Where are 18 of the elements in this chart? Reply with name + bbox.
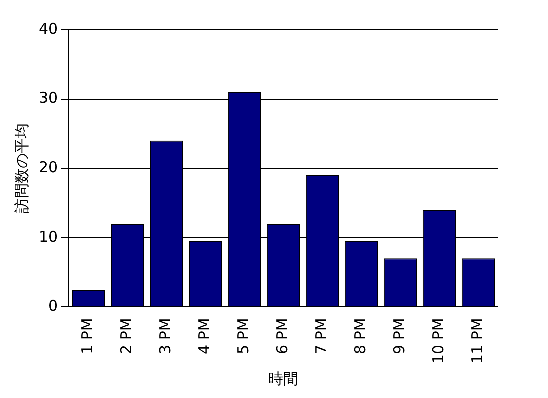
y-tick-label: 0	[48, 297, 58, 316]
y-tick-label: 40	[38, 20, 58, 38]
x-tick-label: 10 PM	[429, 318, 448, 364]
x-tick-label: 4 PM	[195, 318, 214, 354]
x-tick-label: 9 PM	[390, 318, 408, 354]
x-tick-label: 6 PM	[273, 318, 292, 354]
x-tick-label: 7 PM	[312, 318, 330, 354]
x-tick-label: 8 PM	[351, 318, 370, 354]
y-tick-label: 20	[38, 158, 58, 176]
x-tick-label: 3 PM	[156, 318, 174, 354]
x-axis-title: 時間	[268, 370, 299, 388]
x-tick-label: 1 PM	[78, 318, 96, 354]
y-tick-label: 30	[38, 89, 58, 108]
y-axis-title: 訪問数の平均	[12, 124, 31, 214]
x-tick-label: 2 PM	[117, 318, 136, 354]
x-tick-label: 11 PM	[468, 318, 486, 364]
y-tick-label: 10	[38, 228, 58, 246]
x-tick-label: 5 PM	[234, 318, 252, 354]
